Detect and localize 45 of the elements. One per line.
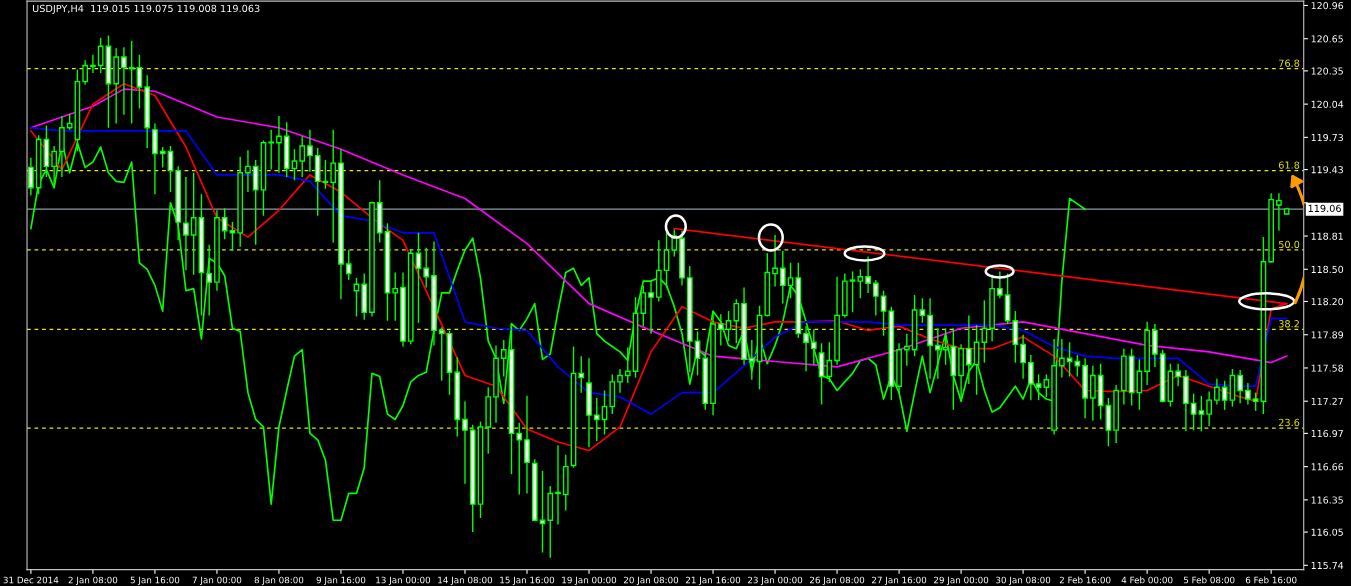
x-tick-label: 19 Jan 00:00 bbox=[562, 576, 617, 585]
x-tick-label: 14 Jan 08:00 bbox=[438, 576, 493, 585]
x-tick-label: 15 Jan 16:00 bbox=[500, 576, 555, 585]
chart-title: USDJPY,H4 119.015 119.075 119.008 119.063 bbox=[32, 4, 260, 14]
annotation: 23.6 bbox=[1278, 418, 1300, 427]
x-tick-label: 5 Jan 16:00 bbox=[130, 576, 180, 585]
y-tick-label: 116.97 bbox=[1311, 429, 1343, 438]
x-tick-label: 8 Jan 08:00 bbox=[254, 576, 304, 585]
y-tick-label: 119.73 bbox=[1311, 133, 1343, 142]
x-tick-label: 5 Feb 08:00 bbox=[1183, 576, 1235, 584]
x-tick-label: 20 Jan 08:00 bbox=[623, 576, 679, 585]
y-tick-label: 118.20 bbox=[1311, 298, 1344, 306]
annotation: 38.2 bbox=[1278, 320, 1299, 328]
x-tick-label: 2 Jan 08:00 bbox=[68, 576, 118, 585]
y-tick-label: 120.35 bbox=[1311, 67, 1343, 75]
annotation: 76.8 bbox=[1279, 59, 1300, 67]
y-tick-label: 117.27 bbox=[1311, 397, 1343, 405]
y-tick-label: 115.74 bbox=[1311, 562, 1344, 570]
x-tick-label: 29 Jan 00:00 bbox=[934, 576, 989, 585]
y-tick-label: 120.65 bbox=[1311, 35, 1343, 43]
x-tick-label: 30 Jan 08:00 bbox=[996, 576, 1051, 585]
y-tick-label: 116.05 bbox=[1311, 528, 1343, 536]
y-tick-label: 116.66 bbox=[1311, 463, 1344, 471]
x-tick-label: 9 Jan 16:00 bbox=[316, 576, 366, 585]
x-tick-label: 23 Jan 00:00 bbox=[747, 576, 803, 585]
x-tick-label: 4 Feb 00:00 bbox=[1121, 576, 1173, 584]
y-tick-label: 120.96 bbox=[1311, 2, 1344, 10]
x-tick-label: 13 Jan 00:00 bbox=[376, 576, 431, 585]
y-tick-label: 117.58 bbox=[1311, 364, 1344, 372]
y-tick-label: 119.43 bbox=[1311, 166, 1343, 174]
y-tick-label: 118.81 bbox=[1311, 232, 1343, 240]
annotation: 61.8 bbox=[1278, 161, 1300, 169]
x-tick-label: 26 Jan 08:00 bbox=[810, 576, 865, 585]
y-tick-label: 118.50 bbox=[1311, 265, 1344, 274]
annotation: 50.0 bbox=[1278, 240, 1300, 249]
ref-line-label: 119.06 bbox=[1308, 204, 1341, 213]
x-tick-label: 7 Jan 00:00 bbox=[192, 576, 242, 585]
x-tick-label: 2 Feb 16:00 bbox=[1059, 576, 1111, 584]
x-tick-label: 21 Jan 16:00 bbox=[685, 576, 741, 585]
x-tick-label: 31 Dec 2014 bbox=[3, 576, 59, 584]
y-tick-label: 116.35 bbox=[1311, 496, 1343, 504]
x-tick-label: 27 Jan 16:00 bbox=[872, 576, 927, 585]
x-tick-label: 6 Feb 16:00 bbox=[1245, 576, 1297, 584]
y-tick-label: 120.04 bbox=[1311, 100, 1344, 108]
y-tick-label: 117.89 bbox=[1311, 331, 1344, 339]
